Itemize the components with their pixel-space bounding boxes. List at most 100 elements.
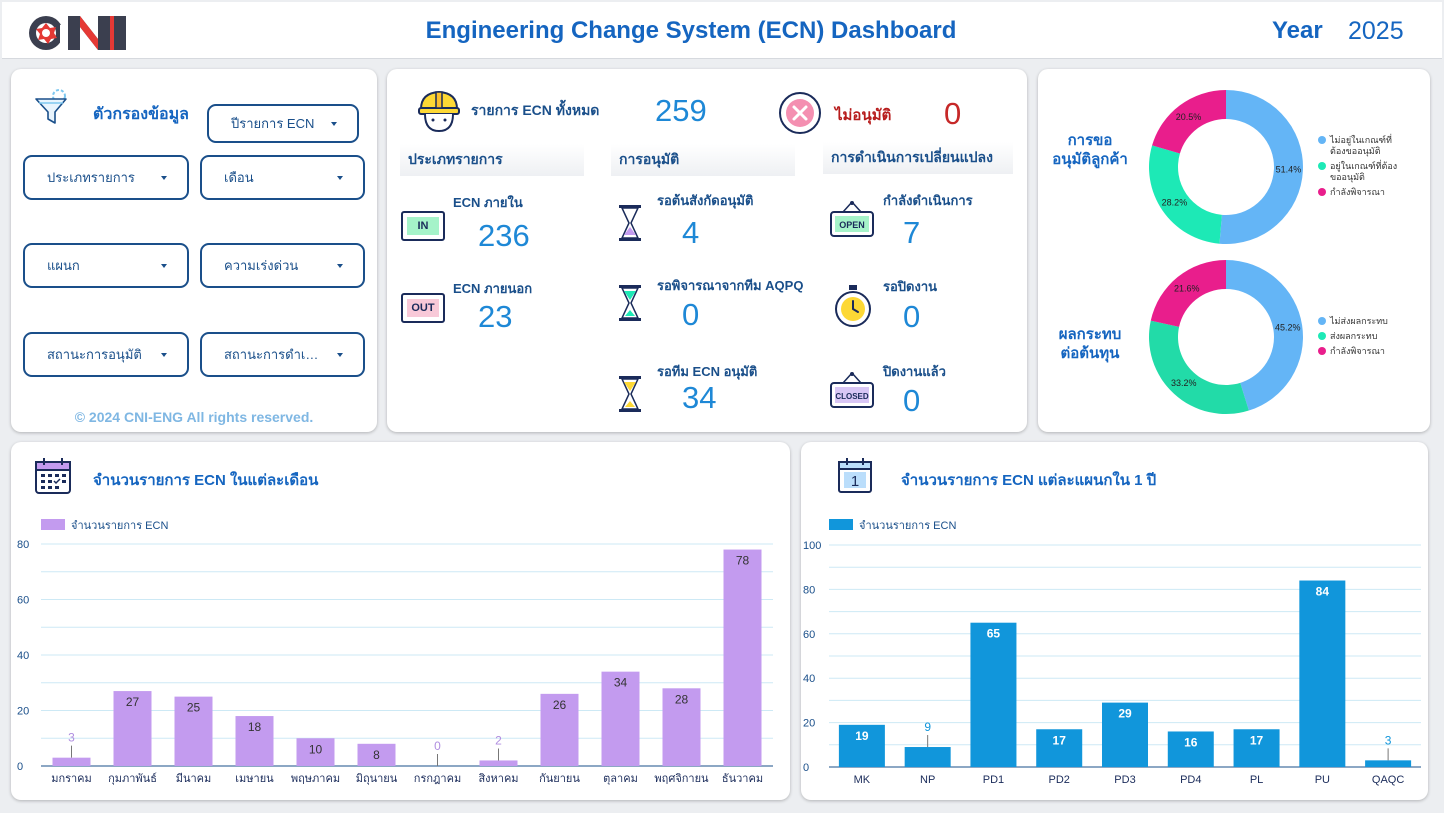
in-badge-icon: IN (401, 211, 445, 241)
monthly-bar[interactable] (235, 716, 274, 766)
monthly-bar[interactable] (540, 693, 579, 766)
cost-impact-slice[interactable] (1226, 260, 1303, 411)
year-value[interactable]: 2025 (1348, 17, 1404, 45)
monthly-y-tick: 0 (17, 761, 23, 773)
customer-legend-item: ไม่อยู่ในเกณฑ์ที่ ต้องขออนุมัติ (1318, 135, 1392, 157)
engineer-helmet-icon (418, 90, 460, 133)
department-bar[interactable] (1167, 731, 1214, 767)
monthly-chart-title: จำนวนรายการ ECN ในแต่ละเดือน (93, 472, 319, 489)
wait-close-value: 0 (903, 299, 921, 334)
customer-approval-slice[interactable] (1149, 145, 1222, 244)
calendar-one-icon: 1 (838, 458, 872, 493)
legend-dot (1318, 188, 1326, 196)
department-bar[interactable] (1299, 580, 1346, 767)
department-data-label: 65 (987, 627, 1001, 641)
monthly-bar[interactable] (357, 743, 396, 766)
monthly-data-label: 25 (187, 701, 201, 715)
header-bar: Engineering Change System (ECN) Dashboar… (2, 2, 1442, 59)
open-sign-icon: OPEN (830, 201, 874, 237)
customer-legend-1a: ไม่อยู่ในเกณฑ์ที่ (1330, 135, 1392, 145)
department-y-tick: 80 (803, 584, 815, 596)
monthly-x-tick: มีนาคม (176, 772, 212, 785)
customer-legend-item: อยู่ในเกณฑ์ที่ต้อง ขออนุมัติ (1318, 161, 1397, 183)
cost-impact-title-line1: ผลกระทบ (1058, 326, 1122, 343)
internal-ecn-label: ECN ภายใน (453, 195, 523, 210)
cost-impact-slice[interactable] (1150, 260, 1226, 327)
urgency-dropdown-label: ความเร่งด่วน (224, 258, 299, 273)
item-type-dropdown[interactable]: ประเภทรายการ (23, 155, 189, 200)
wait-close-label: รอปิดงาน (883, 279, 938, 294)
department-bar[interactable] (1102, 702, 1148, 767)
monthly-bar[interactable] (723, 549, 762, 766)
monthly-bar[interactable] (296, 738, 335, 766)
stopwatch-icon (835, 285, 871, 327)
hourglass-icon (619, 205, 641, 241)
department-y-tick: 40 (803, 673, 815, 685)
chevron-down-icon (337, 175, 343, 180)
out-badge-text: OUT (407, 299, 439, 317)
total-ecn-label: รายการ ECN ทั้งหมด (471, 102, 600, 118)
monthly-x-tick: มกราคม (51, 773, 92, 785)
approval-section-header: การอนุมัติ (611, 144, 795, 176)
calendar-number-text: 1 (851, 473, 859, 490)
approval-status-dropdown[interactable]: สถานะการอนุมัติ (23, 332, 189, 377)
monthly-data-label: 0 (434, 739, 441, 753)
monthly-bar[interactable] (601, 671, 640, 766)
in-progress-label: กำลังดำเนินการ (883, 193, 973, 208)
monthly-data-label: 18 (248, 720, 262, 734)
department-bar[interactable] (838, 724, 885, 767)
department-x-tick: PD4 (1180, 774, 1201, 786)
cost-impact-slice[interactable] (1149, 320, 1249, 414)
department-bar[interactable] (1233, 729, 1280, 767)
customer-approval-slice[interactable] (1219, 90, 1304, 244)
department-bar[interactable] (1036, 729, 1083, 767)
chevron-down-icon (337, 263, 343, 268)
urgency-dropdown[interactable]: ความเร่งด่วน (200, 243, 365, 288)
ecn-list-dropdown[interactable]: ปีรายการ ECN (207, 104, 359, 143)
monthly-bar[interactable] (174, 696, 213, 766)
customer-legend-2b: ขออนุมัติ (1330, 172, 1365, 182)
department-bar[interactable] (1365, 760, 1412, 767)
customer-legend-3: กำลังพิจารณา (1330, 187, 1385, 197)
monthly-bar[interactable] (662, 688, 701, 766)
monthly-x-tick: ตุลาคม (603, 773, 638, 785)
out-badge-icon: OUT (401, 293, 445, 323)
department-dropdown-label: แผนก (47, 258, 80, 273)
cost-legend-item: ส่งผลกระทบ (1318, 331, 1377, 342)
department-chart-title: จำนวนรายการ ECN แต่ละแผนกใน 1 ปี (901, 472, 1157, 489)
ecn-list-dropdown-label: ปีรายการ ECN (231, 116, 315, 131)
department-bar[interactable] (970, 622, 1017, 767)
monthly-bar[interactable] (479, 760, 518, 766)
approval-status-dropdown-label: สถานะการอนุมัติ (47, 347, 142, 362)
monthly-y-tick: 60 (17, 595, 29, 607)
department-dropdown[interactable]: แผนก (23, 243, 189, 288)
cost-impact-slice-label: 45.2% (1275, 323, 1301, 333)
department-chart-panel: 1 จำนวนรายการ ECN แต่ละแผนกใน 1 ปี จำนวน… (801, 442, 1428, 800)
department-data-label: 3 (1385, 733, 1392, 747)
wait-ecn-label: รอทีม ECN อนุมัติ (657, 364, 758, 379)
monthly-x-tick: พฤษภาคม (291, 773, 340, 785)
department-x-tick: PU (1315, 774, 1330, 786)
process-status-dropdown[interactable]: สถานะการดำเนิน... (200, 332, 365, 377)
monthly-data-label: 26 (553, 698, 567, 712)
monthly-x-tick: สิงหาคม (478, 773, 518, 785)
donut-panel: การขอ อนุมัติลูกค้า 51.4% 28.2% 20.5% ไม่อ… (1038, 69, 1430, 432)
hourglass-icon (619, 285, 641, 321)
customer-approval-slice[interactable] (1152, 90, 1226, 154)
department-bar[interactable] (904, 747, 951, 767)
monthly-bar[interactable] (52, 757, 91, 766)
open-sign-text: OPEN (839, 220, 865, 230)
wait-dept-label: รอต้นสังกัดอนุมัติ (657, 193, 754, 208)
month-dropdown[interactable]: เดือน (200, 155, 365, 200)
department-x-tick: PD1 (983, 774, 1004, 786)
customer-approval-title-line2: อนุมัติลูกค้า (1052, 151, 1128, 168)
copyright-text: © 2024 CNI-ENG All rights reserved. (74, 409, 314, 425)
closed-sign-text: CLOSED (835, 392, 869, 401)
monthly-chart-panel: จำนวนรายการ ECN ในแต่ละเดือน จำนวนรายการ… (11, 442, 790, 800)
department-x-tick: MK (854, 774, 871, 786)
monthly-x-tick: พฤศจิกายน (654, 773, 709, 785)
department-data-label: 16 (1184, 735, 1198, 749)
closed-label: ปิดงานแล้ว (883, 364, 946, 379)
monthly-legend-swatch (41, 519, 65, 530)
monthly-bar[interactable] (113, 691, 152, 766)
